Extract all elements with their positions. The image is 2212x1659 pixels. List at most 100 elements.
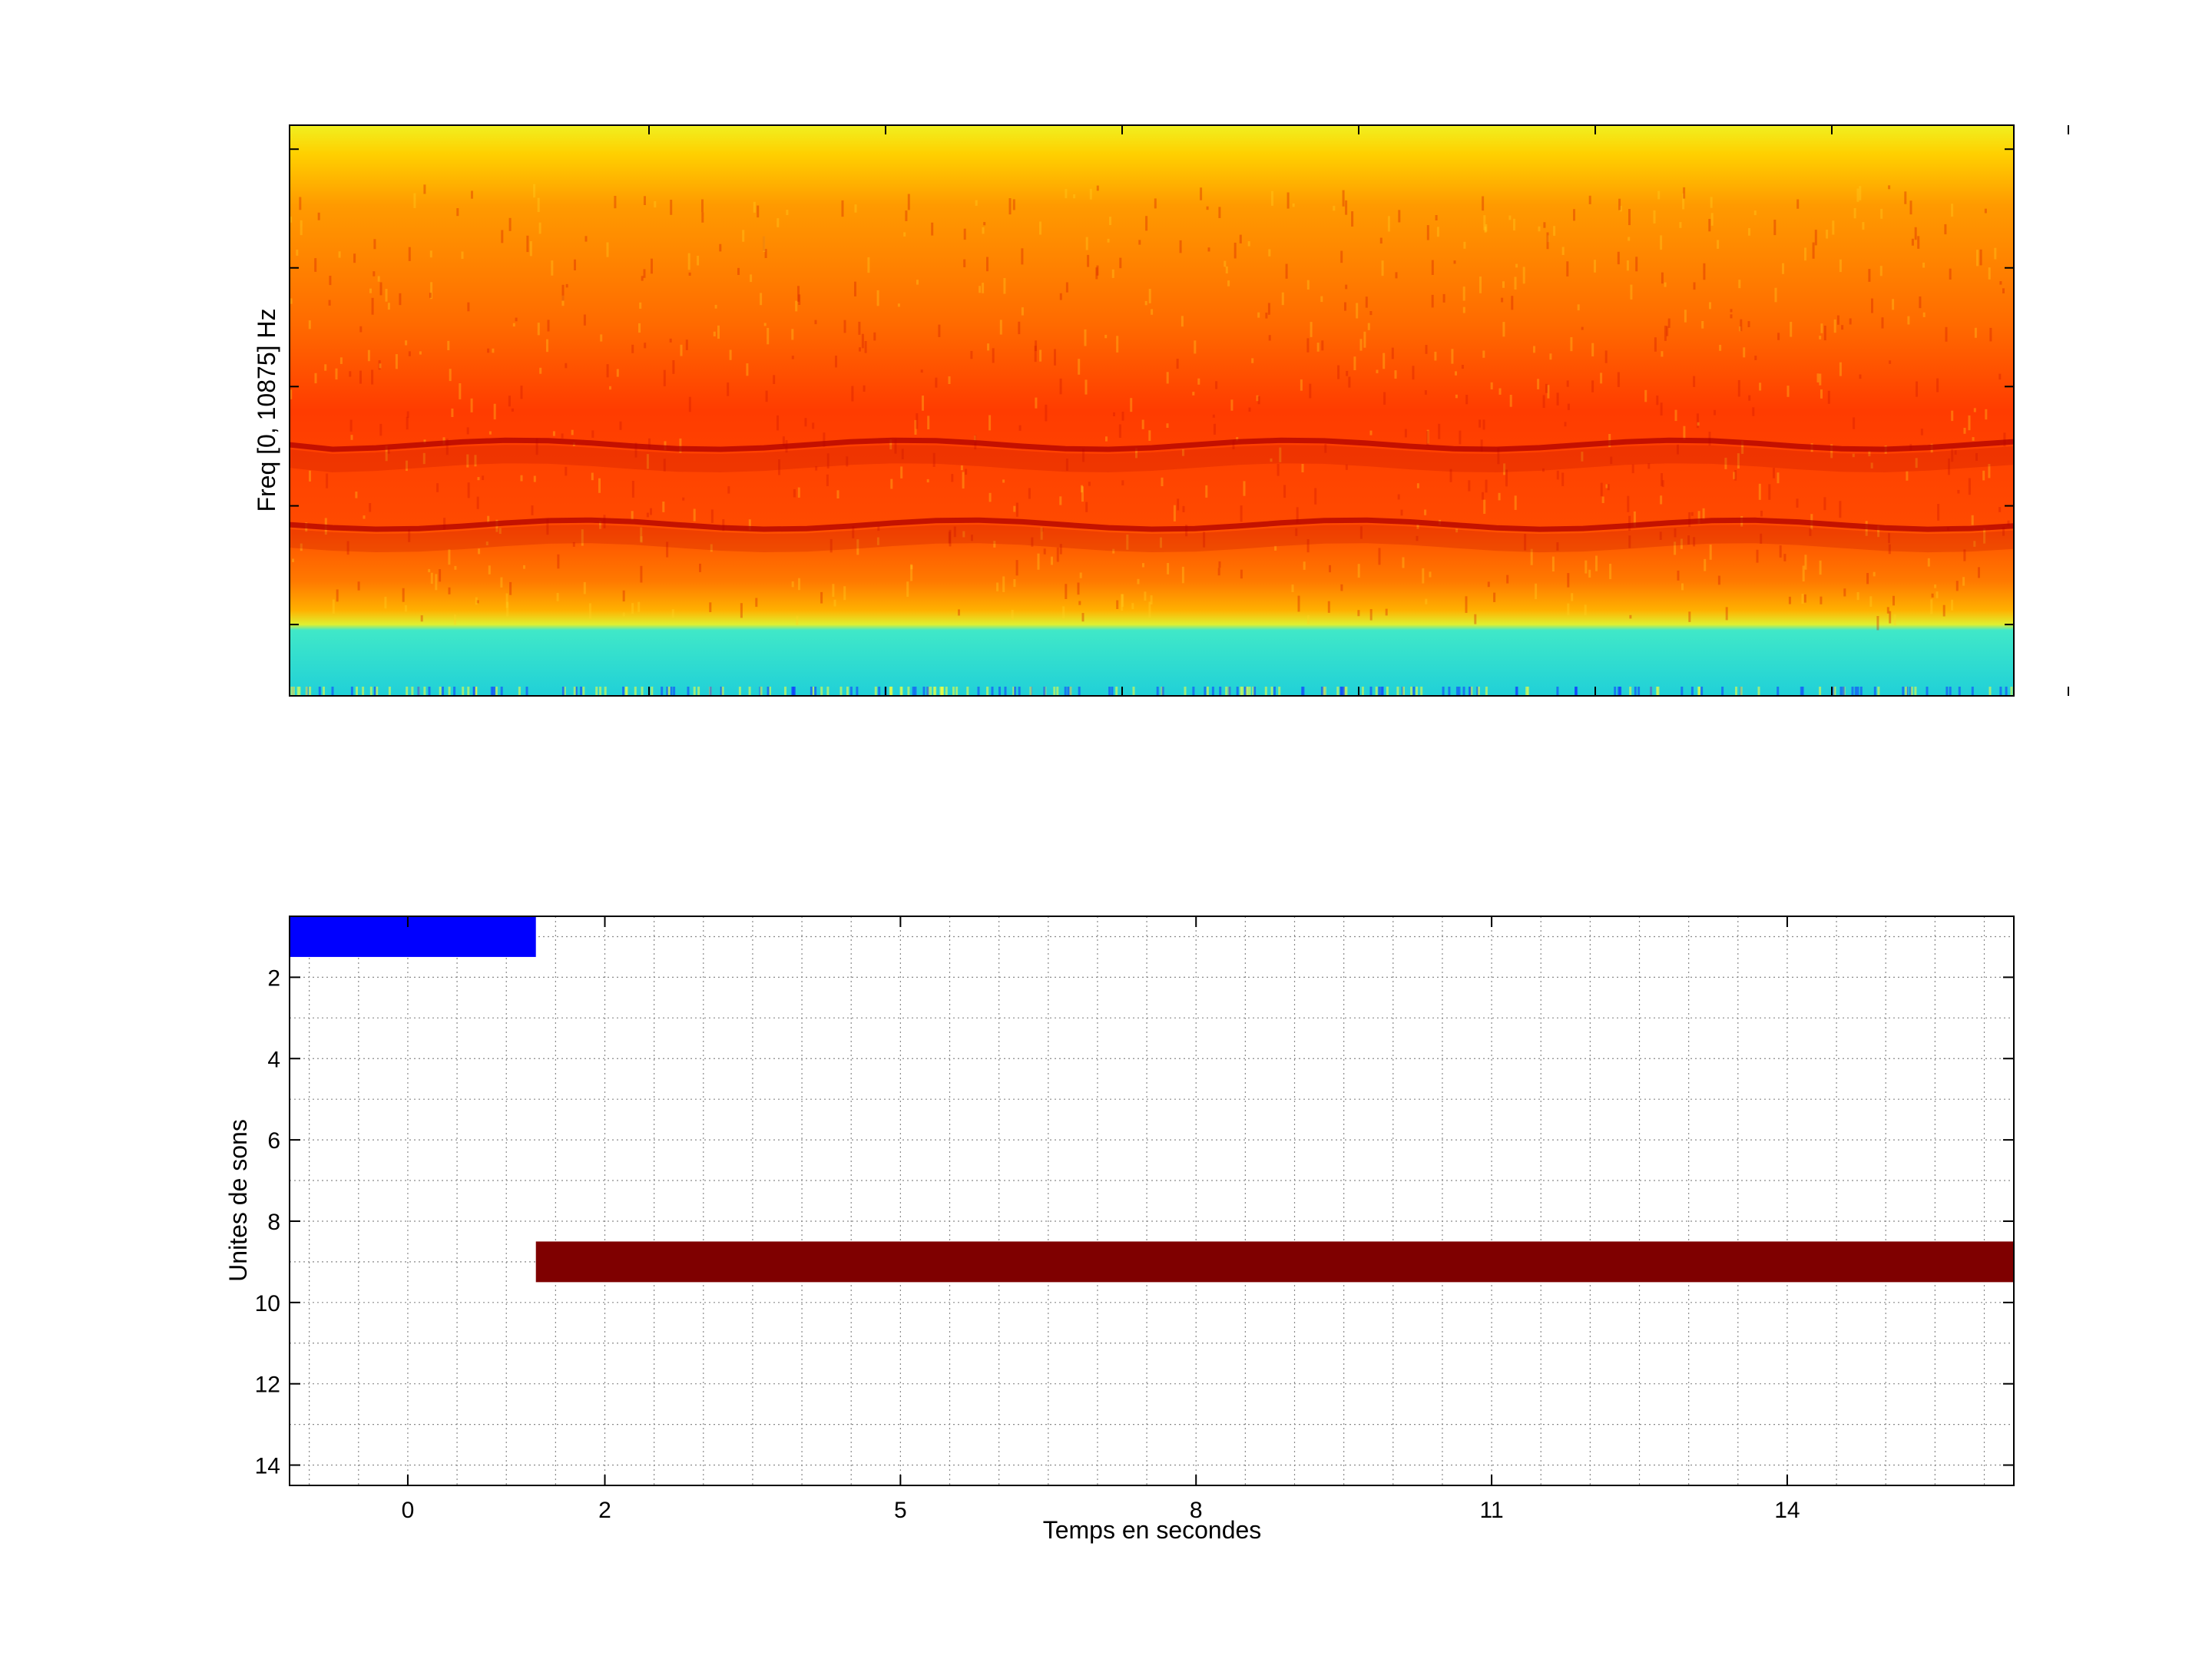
spectrogram-noise [1951, 449, 1954, 462]
spectrogram-noise [1145, 216, 1148, 231]
spectrogram-noise [1701, 321, 1704, 329]
spectrogram-noise [1385, 608, 1388, 616]
spectrogram-band-speckle [580, 687, 583, 696]
spectrogram-noise [1760, 510, 1763, 517]
spectrogram-noise [1754, 356, 1757, 360]
spectrogram-noise [1951, 204, 1954, 217]
spectrogram-band-speckle [1342, 687, 1345, 696]
spectrogram-band-speckle [667, 687, 671, 696]
spectrogram-noise [1868, 269, 1871, 282]
spectrogram-noise [1610, 456, 1613, 465]
spectrogram-noise [430, 572, 433, 584]
spectrogram-noise [349, 419, 353, 432]
spectrogram-noise [523, 565, 525, 569]
spectrogram-noise [858, 321, 861, 335]
spectrogram-noise [993, 541, 996, 548]
spectrogram-noise [1688, 611, 1691, 622]
spectrogram-noise [1340, 584, 1343, 591]
spectrogram-noise [1553, 226, 1556, 237]
spectrogram-noise [1870, 462, 1873, 469]
units-ytick-label: 4 [267, 1047, 280, 1072]
spectrogram-noise [1907, 316, 1910, 325]
spectrogram-noise [1436, 227, 1439, 237]
spectrogram-noise [631, 344, 634, 353]
spectrogram-noise [1819, 336, 1822, 339]
spectrogram-noise [1740, 319, 1743, 332]
spectrogram-band-speckle [1819, 687, 1822, 696]
spectrogram-band-speckle [305, 687, 308, 696]
spectrogram-noise [1416, 524, 1419, 529]
spectrogram-band-speckle [467, 687, 470, 696]
spectrogram-band-speckle [1842, 687, 1845, 696]
spectrogram-band-speckle [1410, 687, 1413, 696]
spectrogram-noise [1138, 240, 1141, 245]
spectrogram-band-speckle [1056, 687, 1059, 696]
spectrogram-band-speckle [767, 687, 770, 696]
spectrogram-noise [1292, 203, 1295, 207]
spectrogram-noise [1545, 383, 1548, 393]
spectrogram-band-speckle [292, 687, 295, 696]
spectrogram-band-speckle [1253, 687, 1257, 696]
spectrogram-band-speckle [1629, 687, 1632, 696]
units-y-tick-labels: 2 4 6 8 10 12 14 [255, 965, 280, 1479]
spectrogram-noise [591, 430, 594, 438]
spectrogram-background [290, 125, 2014, 696]
spectrogram-noise [907, 194, 910, 210]
spectrogram-noise [622, 612, 625, 617]
spectrogram-noise [833, 599, 836, 607]
spectrogram-noise [1942, 604, 1945, 617]
spectrogram-band-speckle [1442, 687, 1445, 696]
spectrogram-noise [292, 558, 294, 562]
spectrogram-noise [429, 250, 432, 258]
spectrogram-noise [729, 349, 732, 360]
spectrogram-noise [1758, 483, 1761, 500]
spectrogram-noise [1661, 480, 1664, 488]
spectrogram-noise [449, 369, 452, 382]
spectrogram-band-speckle [1322, 687, 1325, 696]
spectrogram-band-speckle [1246, 687, 1249, 696]
spectrogram-noise [897, 303, 900, 307]
spectrogram-band-speckle [693, 687, 696, 696]
spectrogram-noise [876, 290, 879, 306]
spectrogram-noise [914, 419, 917, 435]
spectrogram-noise [1247, 241, 1250, 247]
spectrogram-noise [1801, 594, 1804, 604]
spectrogram-noise [1796, 498, 1799, 508]
spectrogram-band-speckle [1225, 687, 1228, 696]
spectrogram-noise [359, 326, 363, 333]
spectrogram-noise [1790, 322, 1793, 337]
spectrogram-noise [459, 383, 462, 399]
spectrogram-noise [1869, 596, 1873, 607]
spectrogram-noise [679, 438, 682, 453]
spectrogram-noise [1480, 439, 1483, 452]
spectrogram-noise [1021, 307, 1024, 316]
spectrogram-noise [1738, 280, 1741, 289]
spectrogram-band-speckle [1735, 687, 1737, 696]
spectrogram-noise [606, 364, 609, 378]
spectrogram-noise [1533, 346, 1535, 353]
spectrogram-noise [960, 465, 963, 471]
spectrogram-noise [1666, 326, 1669, 336]
spectrogram-noise [669, 338, 672, 343]
spectrogram-noise [378, 360, 381, 370]
spectrogram-noise [1664, 282, 1667, 287]
spectrogram-noise [1812, 242, 1815, 259]
spectrogram-noise [1654, 337, 1657, 352]
spectrogram-noise [454, 565, 457, 570]
spectrogram-band-speckle [1069, 687, 1072, 696]
spectrogram-band-speckle [856, 687, 859, 696]
spectrogram-noise [1752, 407, 1755, 416]
spectrogram-panel: Freq [0, 10875] Hz [253, 124, 2069, 697]
spectrogram-noise [1498, 492, 1501, 501]
spectrogram-noise [476, 496, 479, 509]
units-xtick-label: 0 [402, 1498, 415, 1523]
spectrogram-noise [581, 529, 584, 546]
spectrogram-noise [1177, 498, 1180, 511]
spectrogram-noise [1453, 260, 1456, 264]
spectrogram-noise [1852, 453, 1855, 458]
spectrogram-noise [1065, 459, 1068, 471]
spectrogram-noise [1232, 440, 1235, 449]
spectrogram-noise [1777, 333, 1780, 340]
spectrogram-noise [1383, 392, 1386, 405]
spectrogram-band-speckle [1323, 687, 1326, 696]
